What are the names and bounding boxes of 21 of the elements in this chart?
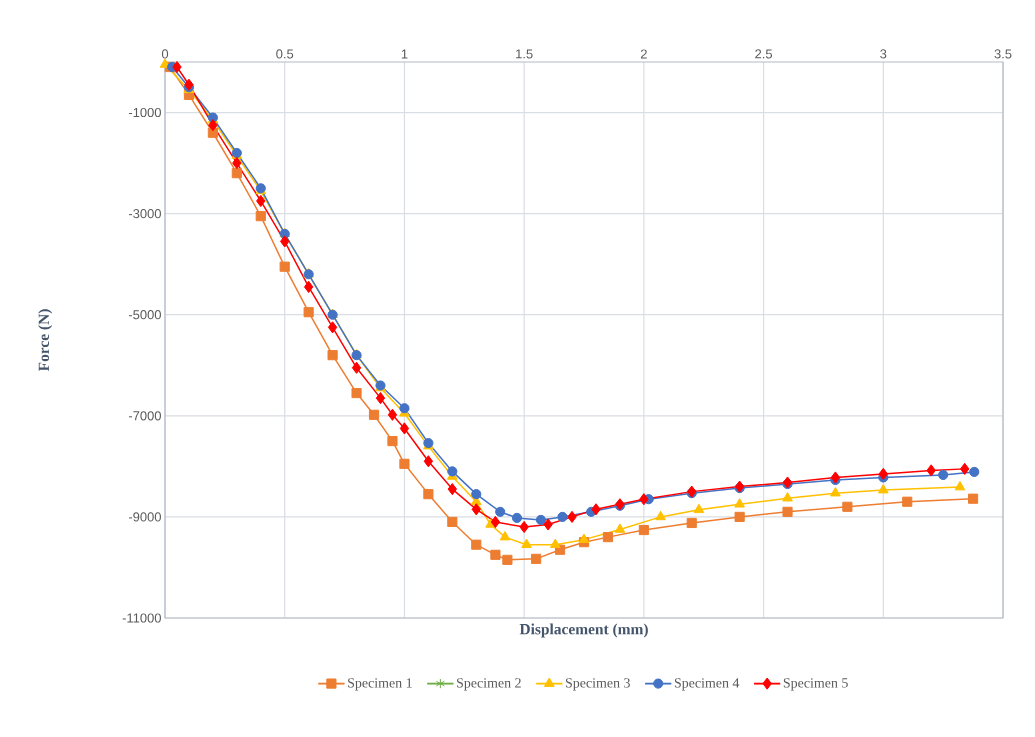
y-tick-label: -5000 [128,310,161,320]
legend-label: Specimen 1 [348,678,412,691]
x-tick-label: 1 [401,49,408,59]
x-tick-label: 2.5 [755,49,773,59]
x-tick-label: 2 [640,49,647,59]
x-tick-label: 1.5 [516,49,533,59]
legend-label: Specimen 3 [565,678,630,691]
x-tick-label: 0 [161,49,169,59]
legend-label: Specimen 2 [457,678,521,691]
y-axis-title: Force (N) [38,309,53,372]
y-tick-label: -7000 [128,411,161,421]
x-tick-label: 3.5 [994,49,1012,59]
y-tick-label: -3000 [128,209,161,219]
y-tick-label: -11000 [122,613,161,623]
x-tick-label: 0.5 [276,49,294,59]
y-tick-label: -1000 [128,107,161,118]
x-axis-title: Displacement (mm) [519,623,648,638]
y-tick-label: -9000 [128,512,161,522]
legend-label: Specimen 5 [783,678,848,691]
legend-label: Specimen 4 [674,678,740,691]
x-tick-label: 3 [880,49,887,59]
